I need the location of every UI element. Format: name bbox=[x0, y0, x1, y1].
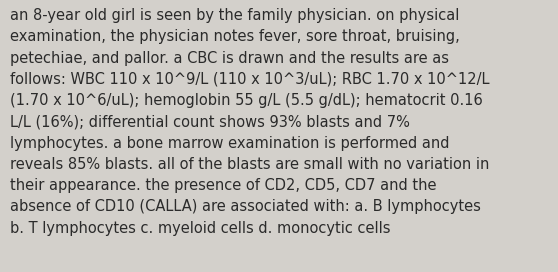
Text: an 8-year old girl is seen by the family physician. on physical
examination, the: an 8-year old girl is seen by the family… bbox=[10, 8, 489, 236]
